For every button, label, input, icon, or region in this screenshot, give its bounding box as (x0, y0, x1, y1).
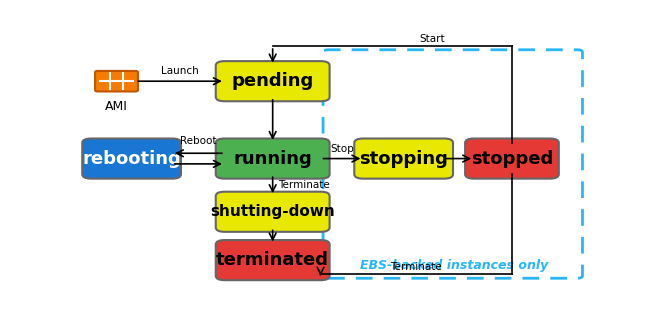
FancyBboxPatch shape (216, 61, 330, 101)
Text: Launch: Launch (161, 66, 199, 76)
Text: shutting-down: shutting-down (211, 204, 335, 219)
Text: EBS-backed instances only: EBS-backed instances only (360, 259, 548, 272)
Text: Terminate: Terminate (278, 180, 330, 190)
Text: AMI: AMI (105, 100, 128, 113)
FancyBboxPatch shape (95, 71, 138, 91)
Text: rebooting: rebooting (83, 149, 181, 168)
Text: Stop: Stop (330, 144, 354, 154)
Text: stopped: stopped (471, 149, 553, 168)
Text: stopping: stopping (359, 149, 448, 168)
FancyBboxPatch shape (465, 138, 559, 179)
Text: terminated: terminated (216, 251, 329, 269)
FancyBboxPatch shape (354, 138, 453, 179)
Text: running: running (233, 149, 312, 168)
FancyBboxPatch shape (83, 138, 181, 179)
Text: pending: pending (231, 72, 314, 90)
FancyBboxPatch shape (216, 138, 330, 179)
FancyBboxPatch shape (216, 192, 330, 232)
FancyBboxPatch shape (216, 240, 330, 280)
Text: Terminate: Terminate (391, 262, 442, 272)
Text: Start: Start (420, 34, 445, 44)
Text: Reboot: Reboot (180, 137, 216, 146)
